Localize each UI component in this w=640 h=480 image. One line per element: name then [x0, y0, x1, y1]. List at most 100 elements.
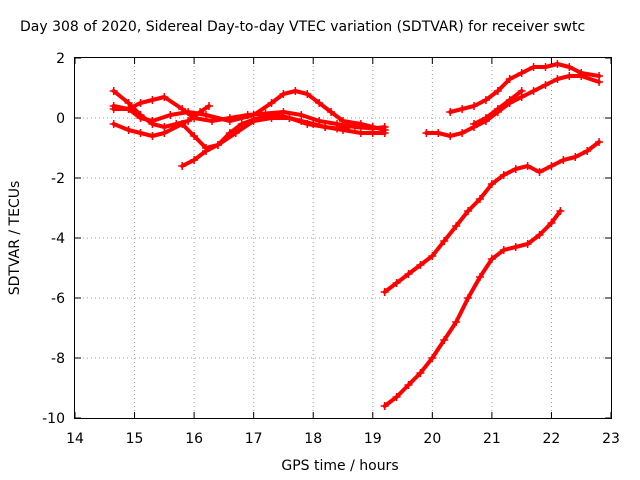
data-point [109, 120, 118, 128]
data-point [368, 129, 377, 137]
series-arc-7 [448, 62, 602, 114]
data-point [499, 246, 508, 254]
x-tick-label: 19 [364, 431, 382, 447]
data-point [583, 147, 592, 155]
data-point [273, 111, 282, 119]
x-tick-label: 23 [602, 431, 620, 447]
data-point [356, 129, 365, 137]
data-point [285, 114, 294, 122]
series-arc-10 [382, 209, 563, 408]
data-point [481, 96, 490, 104]
data-point [297, 117, 306, 125]
data-point [428, 252, 437, 260]
data-point [303, 90, 312, 98]
data-point [517, 69, 526, 77]
data-point [339, 117, 347, 125]
data-point [493, 87, 502, 95]
data-point [571, 153, 580, 161]
data-point [535, 168, 544, 176]
data-series [109, 60, 604, 410]
data-point [547, 162, 556, 170]
data-point [213, 141, 222, 149]
data-point [184, 108, 193, 116]
y-tick-label: -4 [51, 231, 65, 247]
grid [75, 58, 611, 418]
data-point [404, 270, 413, 278]
data-point [517, 87, 526, 95]
data-point [160, 93, 169, 101]
data-point [475, 195, 484, 203]
x-tick-label: 15 [126, 431, 144, 447]
data-point [475, 273, 484, 281]
data-point [124, 105, 133, 113]
data-point [416, 369, 425, 377]
data-point [505, 75, 514, 83]
data-point [380, 402, 389, 410]
data-point [511, 165, 520, 173]
data-point [356, 120, 365, 128]
y-tick-label: -2 [51, 171, 65, 187]
data-point [523, 162, 532, 170]
data-point [440, 237, 449, 245]
data-point [434, 129, 443, 137]
data-point [493, 105, 502, 113]
data-point [333, 124, 342, 133]
data-point [380, 288, 389, 296]
data-point [267, 99, 276, 107]
data-point [523, 240, 532, 248]
data-point [595, 138, 604, 146]
data-point [595, 72, 604, 80]
data-point [392, 279, 401, 287]
data-point [416, 261, 425, 269]
data-point [511, 243, 520, 251]
data-point [452, 222, 461, 230]
data-point [309, 120, 318, 128]
data-point [553, 60, 562, 68]
data-point [547, 219, 556, 227]
x-tick-label: 16 [185, 431, 203, 447]
x-tick-label: 17 [245, 431, 263, 447]
plot-frame [74, 57, 612, 419]
y-tick-label: -8 [51, 351, 65, 367]
data-point [291, 87, 300, 95]
data-point [344, 123, 353, 131]
data-point [446, 108, 455, 116]
data-point [380, 129, 389, 137]
data-point [148, 96, 157, 104]
data-point [529, 87, 538, 95]
x-tick-label: 18 [304, 431, 322, 447]
chart-title: Day 308 of 2020, Sidereal Day-to-day VTE… [20, 19, 585, 35]
data-point [505, 96, 514, 104]
data-point [315, 99, 324, 107]
x-tick-label: 14 [66, 431, 84, 447]
data-point [487, 180, 496, 188]
data-point [440, 336, 449, 344]
y-tick-label: 2 [56, 51, 65, 67]
data-point [565, 63, 574, 71]
data-point [202, 111, 211, 119]
y-tick-label: 0 [56, 111, 65, 127]
data-point [535, 231, 544, 239]
data-point [458, 105, 467, 113]
data-point [166, 111, 175, 119]
data-point [529, 63, 538, 71]
y-tick-label: -10 [42, 411, 65, 427]
data-point [487, 255, 496, 263]
data-point [190, 156, 199, 164]
x-axis-title: GPS time / hours [281, 458, 398, 474]
data-point [446, 132, 455, 140]
data-point [148, 117, 157, 125]
data-point [279, 90, 288, 98]
data-point [470, 120, 479, 128]
data-point [225, 129, 234, 137]
data-point [160, 129, 169, 137]
series-arc-6 [424, 74, 602, 138]
data-point [190, 132, 199, 140]
data-point [458, 129, 467, 137]
data-point [556, 207, 565, 215]
x-tick-label: 22 [543, 431, 561, 447]
series-arc-9 [382, 140, 602, 294]
